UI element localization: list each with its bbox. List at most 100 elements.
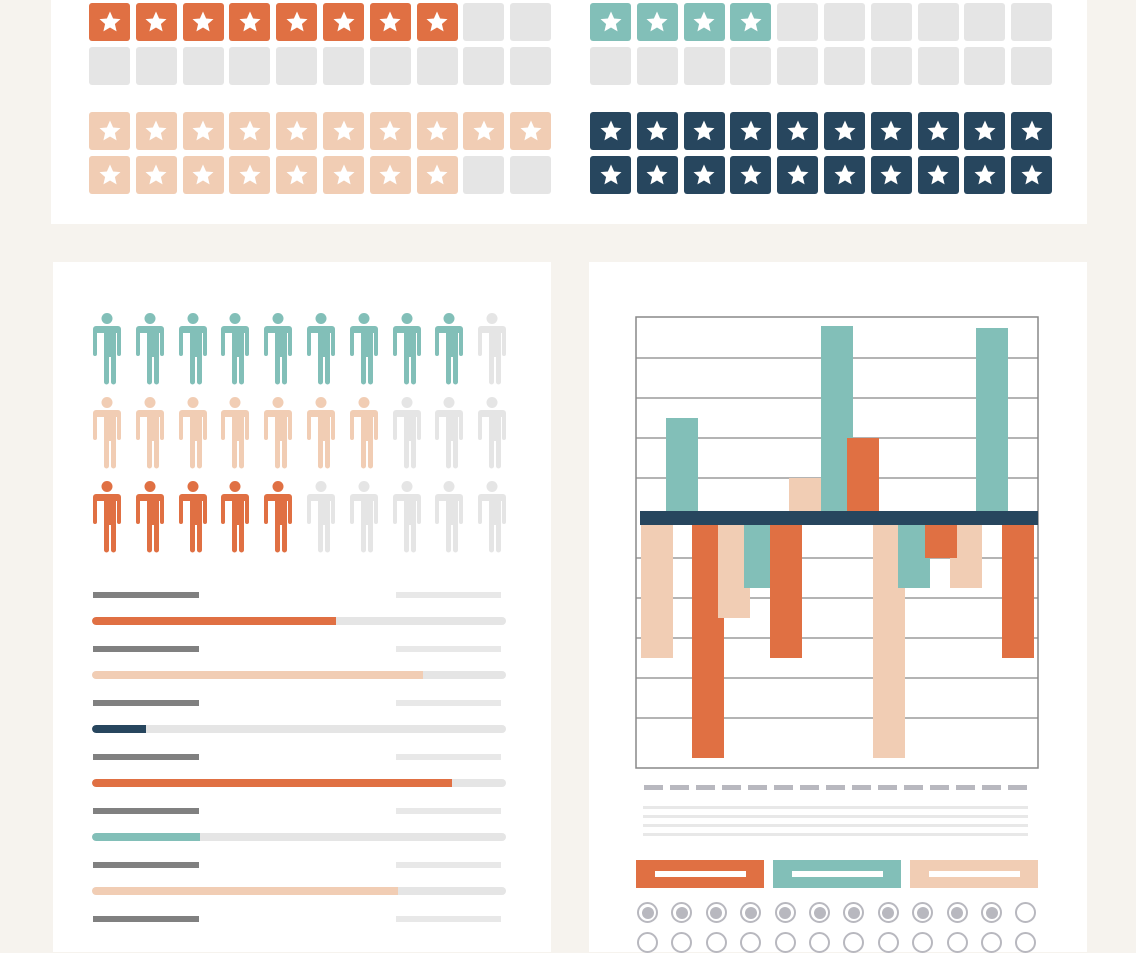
- rating-cell[interactable]: [182, 47, 224, 85]
- rating-cell[interactable]: [182, 156, 224, 194]
- legend-button-teal[interactable]: [773, 860, 901, 888]
- rating-cell[interactable]: [463, 3, 505, 41]
- rating-cell[interactable]: [870, 112, 912, 150]
- rating-cell[interactable]: [824, 112, 865, 150]
- rating-cell[interactable]: [636, 112, 678, 150]
- rating-cell[interactable]: [730, 112, 772, 150]
- rating-cell[interactable]: [917, 156, 959, 194]
- rating-cell[interactable]: [416, 47, 458, 85]
- rating-cell[interactable]: [416, 156, 458, 194]
- radio-button[interactable]: [1015, 902, 1037, 923]
- rating-cell[interactable]: [369, 47, 411, 85]
- rating-cell[interactable]: [89, 112, 130, 150]
- rating-cell[interactable]: [1011, 156, 1053, 194]
- radio-button[interactable]: [637, 902, 658, 923]
- rating-cell[interactable]: [89, 156, 130, 194]
- rating-cell[interactable]: [870, 156, 912, 194]
- rating-cell[interactable]: [416, 112, 458, 150]
- rating-cell[interactable]: [229, 112, 271, 150]
- radio-button[interactable]: [740, 902, 762, 923]
- rating-cell[interactable]: [89, 47, 130, 85]
- rating-cell[interactable]: [777, 112, 819, 150]
- rating-cell[interactable]: [870, 3, 912, 41]
- radio-button[interactable]: [946, 902, 968, 923]
- rating-cell[interactable]: [730, 47, 772, 85]
- rating-cell[interactable]: [730, 156, 772, 194]
- radio-button[interactable]: [877, 902, 899, 923]
- radio-button[interactable]: [843, 902, 865, 923]
- rating-cell[interactable]: [323, 3, 364, 41]
- rating-cell[interactable]: [683, 47, 725, 85]
- rating-cell[interactable]: [323, 156, 364, 194]
- rating-cell[interactable]: [369, 112, 411, 150]
- rating-cell[interactable]: [917, 112, 959, 150]
- rating-cell[interactable]: [636, 3, 678, 41]
- rating-cell[interactable]: [510, 3, 552, 41]
- radio-button[interactable]: [671, 902, 693, 923]
- rating-cell[interactable]: [182, 3, 224, 41]
- rating-cell[interactable]: [135, 112, 177, 150]
- rating-cell[interactable]: [683, 3, 725, 41]
- rating-cell[interactable]: [870, 47, 912, 85]
- rating-cell[interactable]: [369, 3, 411, 41]
- rating-cell[interactable]: [824, 47, 865, 85]
- radio-button[interactable]: [912, 902, 934, 923]
- rating-cell[interactable]: [463, 156, 505, 194]
- radio-button[interactable]: [981, 932, 1002, 953]
- rating-cell[interactable]: [590, 3, 631, 41]
- radio-button[interactable]: [774, 902, 796, 923]
- rating-cell[interactable]: [276, 3, 318, 41]
- rating-cell[interactable]: [229, 3, 271, 41]
- rating-cell[interactable]: [510, 112, 552, 150]
- rating-cell[interactable]: [683, 156, 725, 194]
- rating-cell[interactable]: [964, 156, 1006, 194]
- rating-cell[interactable]: [463, 47, 505, 85]
- rating-cell[interactable]: [463, 112, 505, 150]
- rating-cell[interactable]: [590, 112, 631, 150]
- rating-cell[interactable]: [777, 156, 819, 194]
- radio-button[interactable]: [637, 932, 658, 953]
- radio-button[interactable]: [705, 902, 727, 923]
- rating-cell[interactable]: [182, 112, 224, 150]
- rating-cell[interactable]: [964, 112, 1006, 150]
- rating-cell[interactable]: [416, 3, 458, 41]
- radio-button[interactable]: [809, 902, 830, 923]
- rating-cell[interactable]: [369, 156, 411, 194]
- rating-cell[interactable]: [824, 3, 865, 41]
- rating-cell[interactable]: [917, 47, 959, 85]
- radio-button[interactable]: [809, 932, 830, 953]
- legend-button-orange[interactable]: [636, 860, 764, 888]
- rating-cell[interactable]: [1011, 47, 1053, 85]
- rating-cell[interactable]: [917, 3, 959, 41]
- rating-cell[interactable]: [824, 156, 865, 194]
- rating-cell[interactable]: [590, 156, 631, 194]
- rating-cell[interactable]: [135, 3, 177, 41]
- rating-cell[interactable]: [276, 156, 318, 194]
- radio-button[interactable]: [981, 902, 1002, 923]
- rating-cell[interactable]: [1011, 112, 1053, 150]
- rating-cell[interactable]: [510, 47, 552, 85]
- legend-button-peach[interactable]: [910, 860, 1038, 888]
- rating-cell[interactable]: [89, 3, 130, 41]
- rating-cell[interactable]: [323, 47, 364, 85]
- radio-button[interactable]: [946, 932, 968, 953]
- rating-cell[interactable]: [683, 112, 725, 150]
- rating-cell[interactable]: [229, 156, 271, 194]
- rating-cell[interactable]: [510, 156, 552, 194]
- rating-cell[interactable]: [229, 47, 271, 85]
- rating-cell[interactable]: [777, 47, 819, 85]
- rating-cell[interactable]: [730, 3, 772, 41]
- rating-cell[interactable]: [636, 156, 678, 194]
- rating-cell[interactable]: [777, 3, 819, 41]
- rating-cell[interactable]: [964, 47, 1006, 85]
- rating-cell[interactable]: [1011, 3, 1053, 41]
- rating-cell[interactable]: [135, 47, 177, 85]
- radio-button[interactable]: [705, 932, 727, 953]
- rating-cell[interactable]: [636, 47, 678, 85]
- rating-cell[interactable]: [964, 3, 1006, 41]
- rating-cell[interactable]: [276, 47, 318, 85]
- rating-cell[interactable]: [323, 112, 364, 150]
- rating-cell[interactable]: [590, 47, 631, 85]
- radio-button[interactable]: [774, 932, 796, 953]
- rating-cell[interactable]: [135, 156, 177, 194]
